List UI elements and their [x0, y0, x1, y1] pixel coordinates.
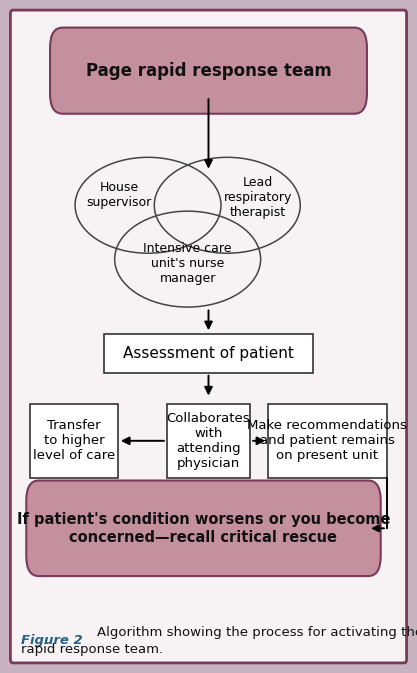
Text: Transfer
to higher
level of care: Transfer to higher level of care [33, 419, 116, 462]
FancyBboxPatch shape [10, 10, 407, 663]
Text: House
supervisor: House supervisor [86, 181, 151, 209]
FancyBboxPatch shape [50, 28, 367, 114]
FancyBboxPatch shape [268, 404, 387, 478]
FancyBboxPatch shape [26, 481, 381, 576]
Text: Lead
respiratory
therapist: Lead respiratory therapist [224, 176, 292, 219]
Text: If patient's condition worsens or you become
concerned—recall critical rescue: If patient's condition worsens or you be… [17, 512, 390, 544]
Text: Make recommendations
and patient remains
on present unit: Make recommendations and patient remains… [247, 419, 407, 462]
Text: Assessment of patient: Assessment of patient [123, 346, 294, 361]
Text: rapid response team.: rapid response team. [21, 643, 163, 656]
Text: Intensive care
unit's nurse
manager: Intensive care unit's nurse manager [143, 242, 232, 285]
FancyBboxPatch shape [30, 404, 118, 478]
Text: Page rapid response team: Page rapid response team [85, 62, 332, 79]
FancyBboxPatch shape [167, 404, 250, 478]
Text: Collaborates
with
attending
physician: Collaborates with attending physician [167, 412, 250, 470]
Text: Figure 2: Figure 2 [21, 634, 83, 647]
Text: Algorithm showing the process for activating the: Algorithm showing the process for activa… [97, 626, 417, 639]
FancyBboxPatch shape [104, 334, 313, 373]
